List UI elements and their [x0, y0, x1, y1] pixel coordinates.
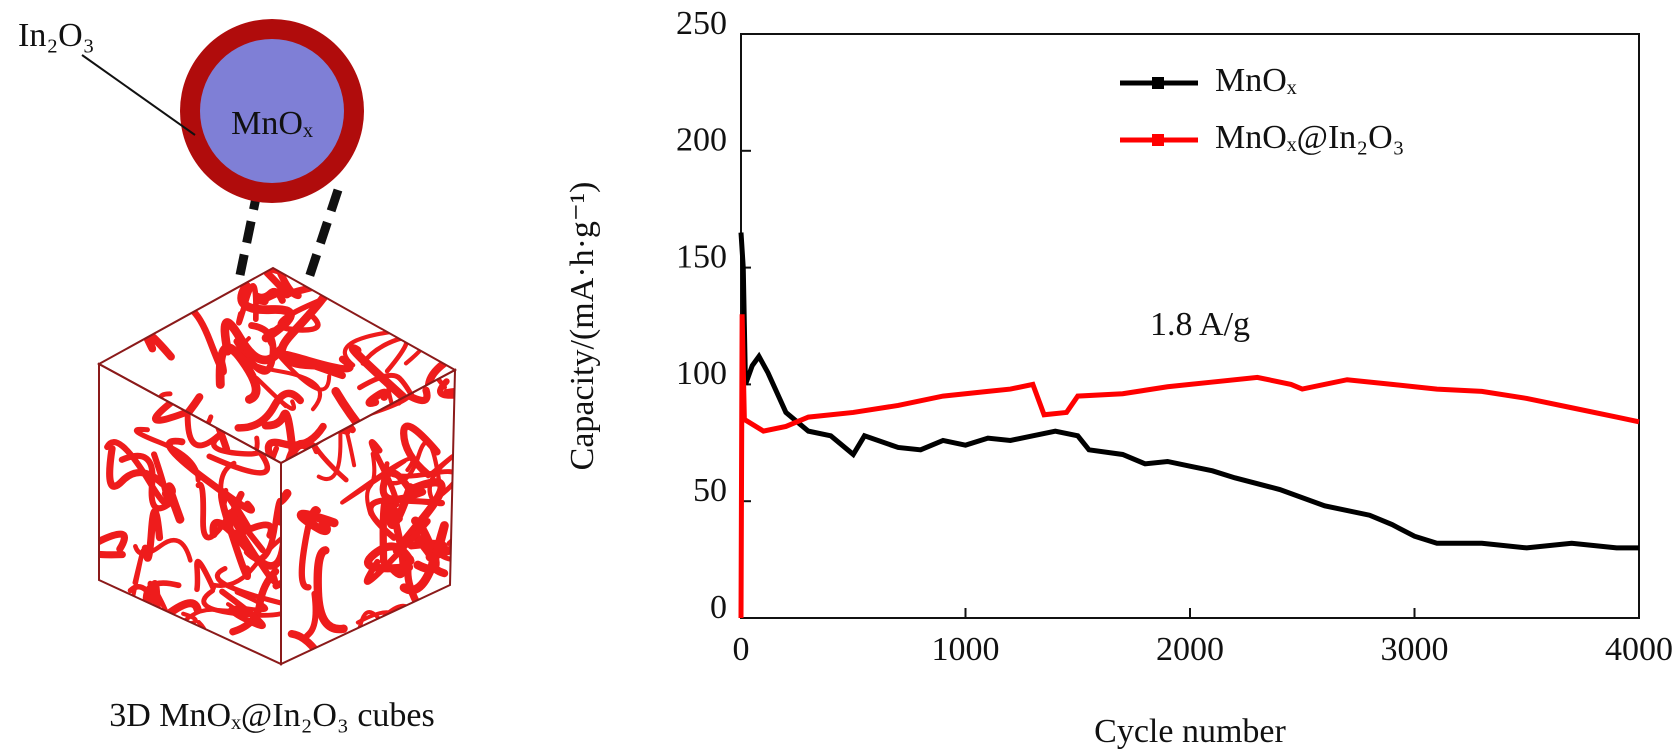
fiber: [385, 483, 415, 529]
chart: Cycle number Capacity/(mA·h·g⁻¹) 1.8 A/g…: [564, 5, 1673, 750]
fiber: [437, 378, 455, 399]
fiber: [277, 296, 328, 333]
fiber: [423, 319, 447, 350]
legend-label: MnOₓ@In₂O₃: [1215, 119, 1405, 156]
fiber: [367, 496, 445, 541]
fiber: [194, 558, 216, 593]
cube-top: [99, 268, 455, 463]
zoom-line: [235, 187, 263, 276]
fiber: [360, 336, 409, 374]
legend-label: MnOₓ: [1215, 62, 1297, 99]
fiber: [195, 481, 235, 541]
fiber: [381, 276, 448, 309]
fiber: [300, 590, 319, 643]
fiber: [234, 389, 304, 432]
fiber: [431, 527, 455, 562]
fiber: [375, 268, 430, 296]
core: [200, 39, 344, 183]
fiber: [239, 336, 322, 412]
y-tick-label: 0: [710, 589, 727, 626]
fiber: [218, 460, 237, 509]
fiber: [363, 518, 431, 585]
fiber: [141, 508, 164, 562]
fiber: [220, 318, 285, 365]
fiber: [134, 624, 175, 664]
fiber: [296, 509, 339, 536]
legend-marker: [1152, 134, 1164, 146]
fiber: [99, 632, 149, 660]
fiber: [261, 409, 297, 457]
annotation: 1.8 A/g: [1150, 306, 1250, 343]
caption: 3D MnOₓ@In₂O₃ cubes: [109, 697, 435, 734]
core-label: MnOₓ: [231, 105, 313, 142]
fiber: [99, 530, 128, 559]
fiber: [237, 281, 295, 343]
shell-label: In₂O₃: [18, 17, 95, 54]
schematic: In₂O₃ MnOₓ 3D MnOₓ@In₂O₃ cubes: [18, 17, 458, 734]
fiber: [436, 615, 455, 664]
x-axis-label: Cycle number: [1094, 713, 1286, 750]
fiber: [219, 588, 266, 629]
y-tick-label: 150: [676, 238, 727, 275]
x-tick-label: 3000: [1381, 631, 1449, 668]
fiber: [140, 328, 175, 361]
y-tick-label: 250: [676, 5, 727, 42]
x-tick-label: 2000: [1156, 631, 1224, 668]
fiber: [123, 268, 175, 330]
legend-marker: [1152, 77, 1164, 89]
data-line: [738, 314, 1640, 619]
fiber: [254, 376, 296, 411]
x-tick-label: 0: [733, 631, 750, 668]
fiber: [316, 419, 357, 481]
fiber: [233, 268, 302, 300]
fiber: [121, 619, 208, 664]
y-axis-label: Capacity/(mA·h·g⁻¹): [564, 182, 601, 471]
y-tick-label: 200: [676, 122, 727, 159]
pointer: [81, 54, 196, 136]
x-tick-label: 4000: [1605, 631, 1673, 668]
fiber: [214, 565, 281, 614]
data-line: [738, 232, 1639, 551]
fiber: [298, 506, 321, 591]
fiber: [366, 268, 422, 301]
x-tick-label: 1000: [932, 631, 1000, 668]
fiber: [313, 546, 348, 634]
fiber: [264, 422, 327, 463]
fiber: [380, 440, 442, 486]
fiber: [133, 537, 193, 563]
fiber: [263, 269, 316, 299]
fiber: [104, 439, 170, 506]
cube-edge: [280, 368, 457, 666]
zoom-line: [300, 188, 343, 292]
fiber: [368, 439, 400, 508]
fiber: [425, 453, 455, 503]
fiber: [365, 388, 389, 407]
fiber: [254, 286, 289, 306]
fiber: [104, 304, 137, 330]
fiber: [161, 482, 185, 524]
fiber: [227, 509, 278, 585]
fiber: [165, 437, 255, 514]
fiber: [315, 638, 383, 664]
y-tick-label: 100: [676, 355, 727, 392]
y-tick-label: 50: [693, 472, 727, 509]
